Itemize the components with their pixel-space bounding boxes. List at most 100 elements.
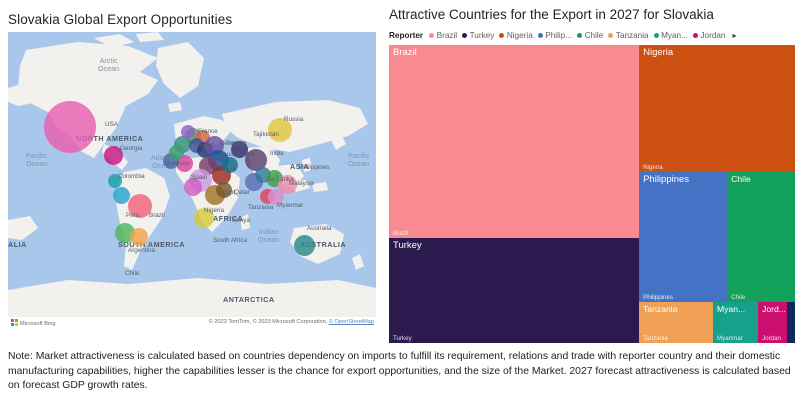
treemap-tile-label: Philippines (643, 173, 690, 185)
country-label: Tanzania (248, 204, 274, 211)
legend-item-chile[interactable]: Chile (577, 31, 603, 40)
legend-item-label: Jordan (700, 31, 726, 40)
treemap-tile[interactable]: Jord... Jordan (758, 301, 787, 343)
treemap-tile-label: Jord... (762, 303, 786, 314)
legend-swatch-icon (462, 33, 468, 38)
treemap-tile[interactable]: Brazil Brazil (389, 45, 640, 239)
continent-label: SOUTH AMERICA (118, 240, 185, 249)
treemap-tile-category: Tanzania (643, 334, 668, 342)
country-label: USA (105, 121, 118, 128)
continent-label: ANTARCTICA (223, 295, 275, 304)
treemap-title: Attractive Countries for the Export in 2… (389, 7, 714, 22)
country-label: Qatar (234, 189, 250, 196)
country-label: Georgia (120, 145, 143, 152)
treemap-tile[interactable] (786, 301, 795, 343)
world-map[interactable]: Arctic Ocean Pacific Ocean Atlantic Ocean I… (8, 32, 376, 317)
legend-item-turkey[interactable]: Turkey (462, 31, 494, 40)
ocean-label: Pacific Ocean (348, 151, 370, 169)
treemap-tile[interactable]: Nigeria Nigeria (639, 45, 795, 172)
portugal-bubble[interactable] (168, 144, 184, 160)
treemap-tile-label: Brazil (393, 47, 417, 58)
legend-item-jordan[interactable]: Jordan (692, 31, 726, 40)
treemap-tile-label: Myan... (716, 303, 746, 314)
treemap-tile-label: Chile (731, 173, 751, 184)
country-label: Egypt (219, 189, 236, 196)
legend-item-label: Chile (584, 31, 604, 40)
continent-label: ASIA (290, 162, 310, 171)
country-label: Argentina (128, 247, 155, 254)
tajikistan-bubble[interactable] (230, 140, 248, 158)
legend-item-label: Turkey (469, 31, 495, 40)
russia-bubble[interactable] (268, 118, 292, 142)
legend-item-myan[interactable]: Myan... (653, 31, 688, 40)
brazil-bubble[interactable] (128, 194, 152, 218)
treemap-tile[interactable]: Tanzania Tanzania (639, 301, 713, 343)
philippines-bubble[interactable] (277, 174, 297, 194)
ocean-label: Atlantic Ocean (151, 153, 175, 171)
map-footer: Microsoft Bing © 2023 TomTom, © 2023 Mic… (8, 317, 376, 331)
legend-swatch-icon (577, 33, 583, 38)
legend-item-brazil[interactable]: Brazil (429, 31, 457, 40)
treemap-tile[interactable]: Myan... Myanmar (712, 301, 759, 343)
treemap-legend: Reporter Brazil Turkey Nigeria Philip... Chi… (389, 29, 794, 42)
bing-attribution: Microsoft Bing (11, 319, 55, 327)
footnote: Note: Market attractiveness is calculate… (8, 351, 791, 392)
treemap-tile-category: Myanmar (716, 334, 743, 342)
legend-item-nigeria[interactable]: Nigeria (499, 31, 533, 40)
legend-item-tanzania[interactable]: Tanzania (608, 31, 649, 40)
treemap-tile[interactable]: Philippines Philippines (639, 171, 728, 302)
uae-bubble[interactable] (222, 157, 238, 173)
legend-swatch-icon (692, 33, 698, 38)
country-label: Colombia (118, 173, 145, 180)
country-label: Spain (191, 174, 208, 181)
southafrica-bubble[interactable] (194, 208, 214, 228)
country-label: Germany (220, 140, 246, 147)
legend-item-label: Tanzania (615, 31, 649, 40)
country-label: Kuwait (217, 165, 236, 172)
nigeria-bubble[interactable] (184, 178, 202, 196)
colombia-bubble[interactable] (108, 174, 122, 188)
treemap-tile-category: Brazil (393, 230, 409, 238)
openstreetmap-link[interactable]: © OpenStreetMap (328, 319, 374, 325)
treemap-panel: Attractive Countries for the Export in 2… (383, 0, 800, 345)
map-copyright: © 2023 TomTom, © 2023 Microsoft Corporat… (209, 319, 374, 325)
thailand-bubble[interactable] (268, 189, 284, 205)
legend-item-philip[interactable]: Philip... (537, 31, 573, 40)
treemap-tile[interactable]: Chile Chile (727, 171, 795, 302)
map-title: Slovakia Global Export Opportunities (8, 12, 233, 27)
country-label: South Africa (213, 237, 247, 244)
continent-label: AUSTRALIA (300, 240, 347, 249)
tanzania-bubble[interactable] (216, 182, 232, 198)
georgia-bubble[interactable] (103, 145, 123, 165)
australia-bubble[interactable] (293, 234, 315, 256)
uk-bubble[interactable] (181, 125, 195, 139)
treemap-tile-category: Philippines (643, 293, 674, 301)
treemap-tile-label: Nigeria (643, 47, 674, 58)
continent-label: AFRICA (213, 214, 244, 223)
legend-swatch-icon (429, 33, 435, 38)
treemap-tile[interactable]: Turkey Turkey (389, 238, 640, 343)
treemap-tile-category: Chile (731, 293, 746, 301)
treemap-tile-label: Tanzania (643, 303, 678, 314)
treemap-chart[interactable]: Brazil Brazil Turkey Turkey Nigeria Nigeria Ph… (389, 45, 795, 343)
legend-item-label: Philip... (545, 31, 573, 40)
legend-item-label: Nigeria (506, 31, 533, 40)
ocean-label: Arctic Ocean (98, 56, 120, 74)
legend-item-label: Brazil (436, 31, 458, 40)
india-bubble[interactable] (245, 149, 267, 171)
country-label: Russia (284, 116, 304, 123)
usa-bubble[interactable] (44, 101, 96, 153)
chile-bubble[interactable] (130, 228, 148, 246)
continent-label: ALIA (8, 240, 27, 249)
legend-swatch-icon (608, 33, 614, 38)
legend-swatch-icon (499, 33, 505, 38)
map-copyright-text: © 2023 TomTom, © 2023 Microsoft Corporat… (208, 319, 329, 325)
country-label: Brazil (149, 212, 165, 219)
country-label: Australia (307, 225, 332, 232)
peru-bubble[interactable] (112, 186, 130, 204)
legend-next-icon[interactable]: ▸ (732, 31, 737, 40)
ocean-label: Indian Ocean (258, 227, 280, 245)
continent-label: NORTH AMERICA (76, 134, 144, 143)
legend-title: Reporter (389, 31, 424, 40)
